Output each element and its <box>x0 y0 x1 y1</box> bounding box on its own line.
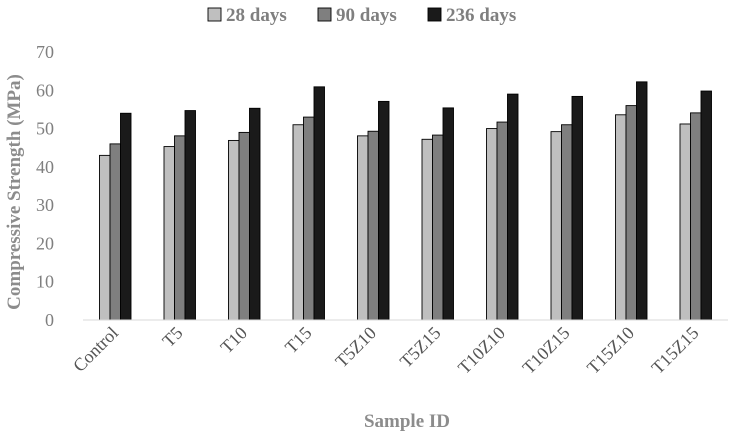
bar-group <box>486 93 519 321</box>
bar <box>313 86 325 321</box>
x-axis-title: Sample ID <box>364 411 450 432</box>
legend-item: 90 days <box>317 5 397 26</box>
legend: 28 days 90 days 236 days <box>207 5 516 26</box>
bar <box>636 81 648 321</box>
y-tick-label: 0 <box>45 310 54 330</box>
bar <box>249 107 261 321</box>
legend-swatch <box>427 7 442 22</box>
bar <box>357 135 369 321</box>
legend-label: 90 days <box>336 5 397 26</box>
y-tick-label: 50 <box>36 119 54 139</box>
bar <box>367 130 379 321</box>
x-tick-label: T15 <box>281 323 316 358</box>
y-tick-label: 60 <box>36 80 54 100</box>
bar <box>432 134 444 321</box>
bar <box>238 131 250 321</box>
bar <box>120 112 132 321</box>
y-tick-label: 10 <box>36 272 54 292</box>
bar <box>486 128 498 321</box>
legend-item: 28 days <box>207 5 287 26</box>
bar <box>690 112 702 321</box>
x-tick-label: T10 <box>216 323 251 358</box>
x-tick-label: T5Z15 <box>396 323 445 372</box>
bar <box>550 131 562 321</box>
bar <box>571 95 583 321</box>
bar <box>625 105 637 321</box>
bar <box>496 121 508 321</box>
x-tick-label: T15Z15 <box>647 323 702 378</box>
legend-item: 236 days <box>427 5 516 26</box>
bar <box>442 107 454 321</box>
bars <box>99 81 712 321</box>
bar-group <box>99 112 132 321</box>
bar-group <box>421 107 454 321</box>
bar-group <box>615 81 648 321</box>
bar <box>700 90 712 321</box>
bar <box>292 124 304 321</box>
legend-swatch <box>317 7 332 22</box>
x-tick-label: T15Z10 <box>583 323 638 378</box>
bar <box>615 114 627 321</box>
bar <box>99 154 111 321</box>
legend-swatch <box>207 7 222 22</box>
x-tick-label: Control <box>69 323 122 376</box>
x-tick-label: T10Z10 <box>454 323 509 378</box>
bar <box>163 146 175 321</box>
bar-group <box>357 100 390 321</box>
y-tick-label: 30 <box>36 195 54 215</box>
legend-label: 236 days <box>446 5 516 26</box>
y-tick-label: 20 <box>36 233 54 253</box>
bar <box>378 100 390 321</box>
x-tick-label: T5 <box>158 323 186 351</box>
legend-label: 28 days <box>226 5 287 26</box>
x-tick-label: T5Z10 <box>331 323 380 372</box>
bar <box>109 143 121 321</box>
bar <box>421 138 433 321</box>
bar <box>561 124 573 321</box>
bar <box>303 116 315 321</box>
bar <box>228 139 240 321</box>
bar-group <box>163 110 196 321</box>
y-tick-label: 40 <box>36 157 54 177</box>
bar-group <box>228 107 261 321</box>
y-axis-title: Compressive Strength (MPa) <box>4 74 25 310</box>
bar-group <box>679 90 712 321</box>
bar <box>679 123 691 321</box>
bar <box>184 110 196 321</box>
x-tick-label: T10Z15 <box>518 323 573 378</box>
bar-group <box>292 86 325 321</box>
y-tick-label: 70 <box>36 42 54 62</box>
bar <box>174 135 186 321</box>
bar <box>507 93 519 321</box>
bar-group <box>550 95 583 321</box>
x-axis: Control T5 T10 T15 T5Z10 T5Z15 T10Z10 T10Z15 T15… <box>69 323 703 378</box>
y-axis: 0 10 20 30 40 50 60 70 <box>36 42 54 330</box>
